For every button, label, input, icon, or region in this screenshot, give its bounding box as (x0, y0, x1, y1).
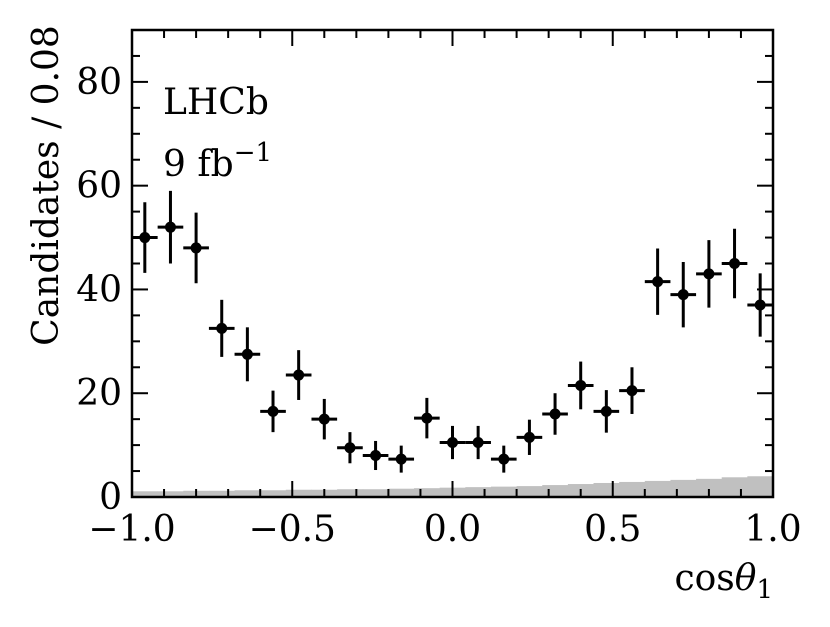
data-marker (498, 453, 510, 465)
data-marker (703, 268, 715, 280)
data-point (670, 261, 697, 328)
background-bin (388, 488, 415, 497)
data-point (414, 397, 440, 439)
background-bin (747, 476, 774, 497)
background-bin (619, 481, 646, 497)
background-bin (260, 490, 287, 497)
background-bin (490, 486, 518, 497)
data-point (234, 327, 261, 382)
data-point (644, 248, 671, 315)
y-tick-label: 60 (76, 166, 122, 207)
y-tick-label: 80 (76, 62, 122, 103)
background-bin (593, 482, 620, 497)
x-tick-label: −0.5 (249, 509, 336, 550)
data-marker (164, 221, 176, 233)
data-point (311, 398, 338, 440)
background-bin (670, 479, 697, 497)
x-axis-title: cosθ1 (674, 558, 773, 605)
data-point (542, 393, 568, 435)
data-marker (370, 449, 382, 461)
data-marker (600, 405, 612, 417)
data-marker (754, 299, 766, 311)
background-bin (285, 489, 312, 497)
data-marker (139, 232, 151, 244)
background-bin (337, 489, 364, 497)
data-point (721, 228, 748, 299)
data-point (157, 190, 184, 264)
data-marker (447, 437, 458, 449)
data-marker (729, 258, 741, 269)
data-marker (267, 405, 279, 417)
data-points (132, 190, 773, 473)
data-point (747, 273, 773, 337)
data-marker (241, 348, 253, 360)
background-bin (362, 489, 389, 497)
data-point (337, 432, 363, 464)
y-axis-title: Candidates / 0.08 (26, 25, 67, 346)
data-marker (472, 437, 484, 449)
data-marker (318, 413, 330, 425)
background-bin (132, 491, 159, 497)
data-point (619, 367, 645, 414)
luminosity-label: 9 fb−1 (163, 138, 272, 185)
data-point (388, 445, 415, 473)
data-marker (190, 242, 202, 254)
x-tick-label: 0.5 (584, 509, 641, 550)
data-marker (549, 408, 561, 420)
tick-labels: −1.0 −0.5 0.0 0.5 1.0 0 20 40 60 80 (76, 62, 801, 550)
data-marker (344, 442, 356, 454)
data-point (183, 212, 209, 284)
y-tick-label: 0 (99, 477, 122, 518)
x-tick-label: −1.0 (88, 509, 175, 550)
data-marker (395, 453, 407, 465)
y-tick-label: 40 (76, 269, 122, 310)
background-bin (465, 487, 492, 497)
data-point (465, 425, 491, 460)
x-tick-label: 0.0 (424, 509, 481, 550)
background-bin (157, 491, 184, 497)
data-point (208, 299, 235, 357)
data-point (362, 440, 389, 471)
background-bin (208, 490, 236, 497)
data-marker (293, 369, 305, 381)
background-bin (542, 485, 569, 497)
background-bin (234, 490, 261, 497)
background-bin (516, 486, 543, 497)
lhcb-label: LHCb (163, 82, 269, 123)
data-point (593, 390, 620, 433)
data-point (490, 445, 517, 473)
x-tick-label: 1.0 (744, 509, 801, 550)
background-bin (414, 488, 441, 497)
data-point (696, 240, 722, 308)
background-bin (696, 478, 723, 497)
data-point (567, 361, 594, 410)
data-marker (677, 289, 689, 301)
data-marker (421, 412, 433, 424)
data-marker (652, 276, 664, 288)
data-marker (523, 431, 535, 443)
data-point (285, 350, 312, 400)
y-tick-label: 20 (76, 373, 122, 414)
background-bin (644, 480, 671, 497)
data-point (260, 390, 286, 433)
data-marker (626, 385, 638, 397)
axis-ticks (131, 29, 774, 498)
background-bin (721, 477, 748, 497)
data-point (439, 425, 466, 460)
data-marker (575, 379, 587, 391)
data-marker (216, 322, 228, 334)
data-point (516, 419, 543, 455)
